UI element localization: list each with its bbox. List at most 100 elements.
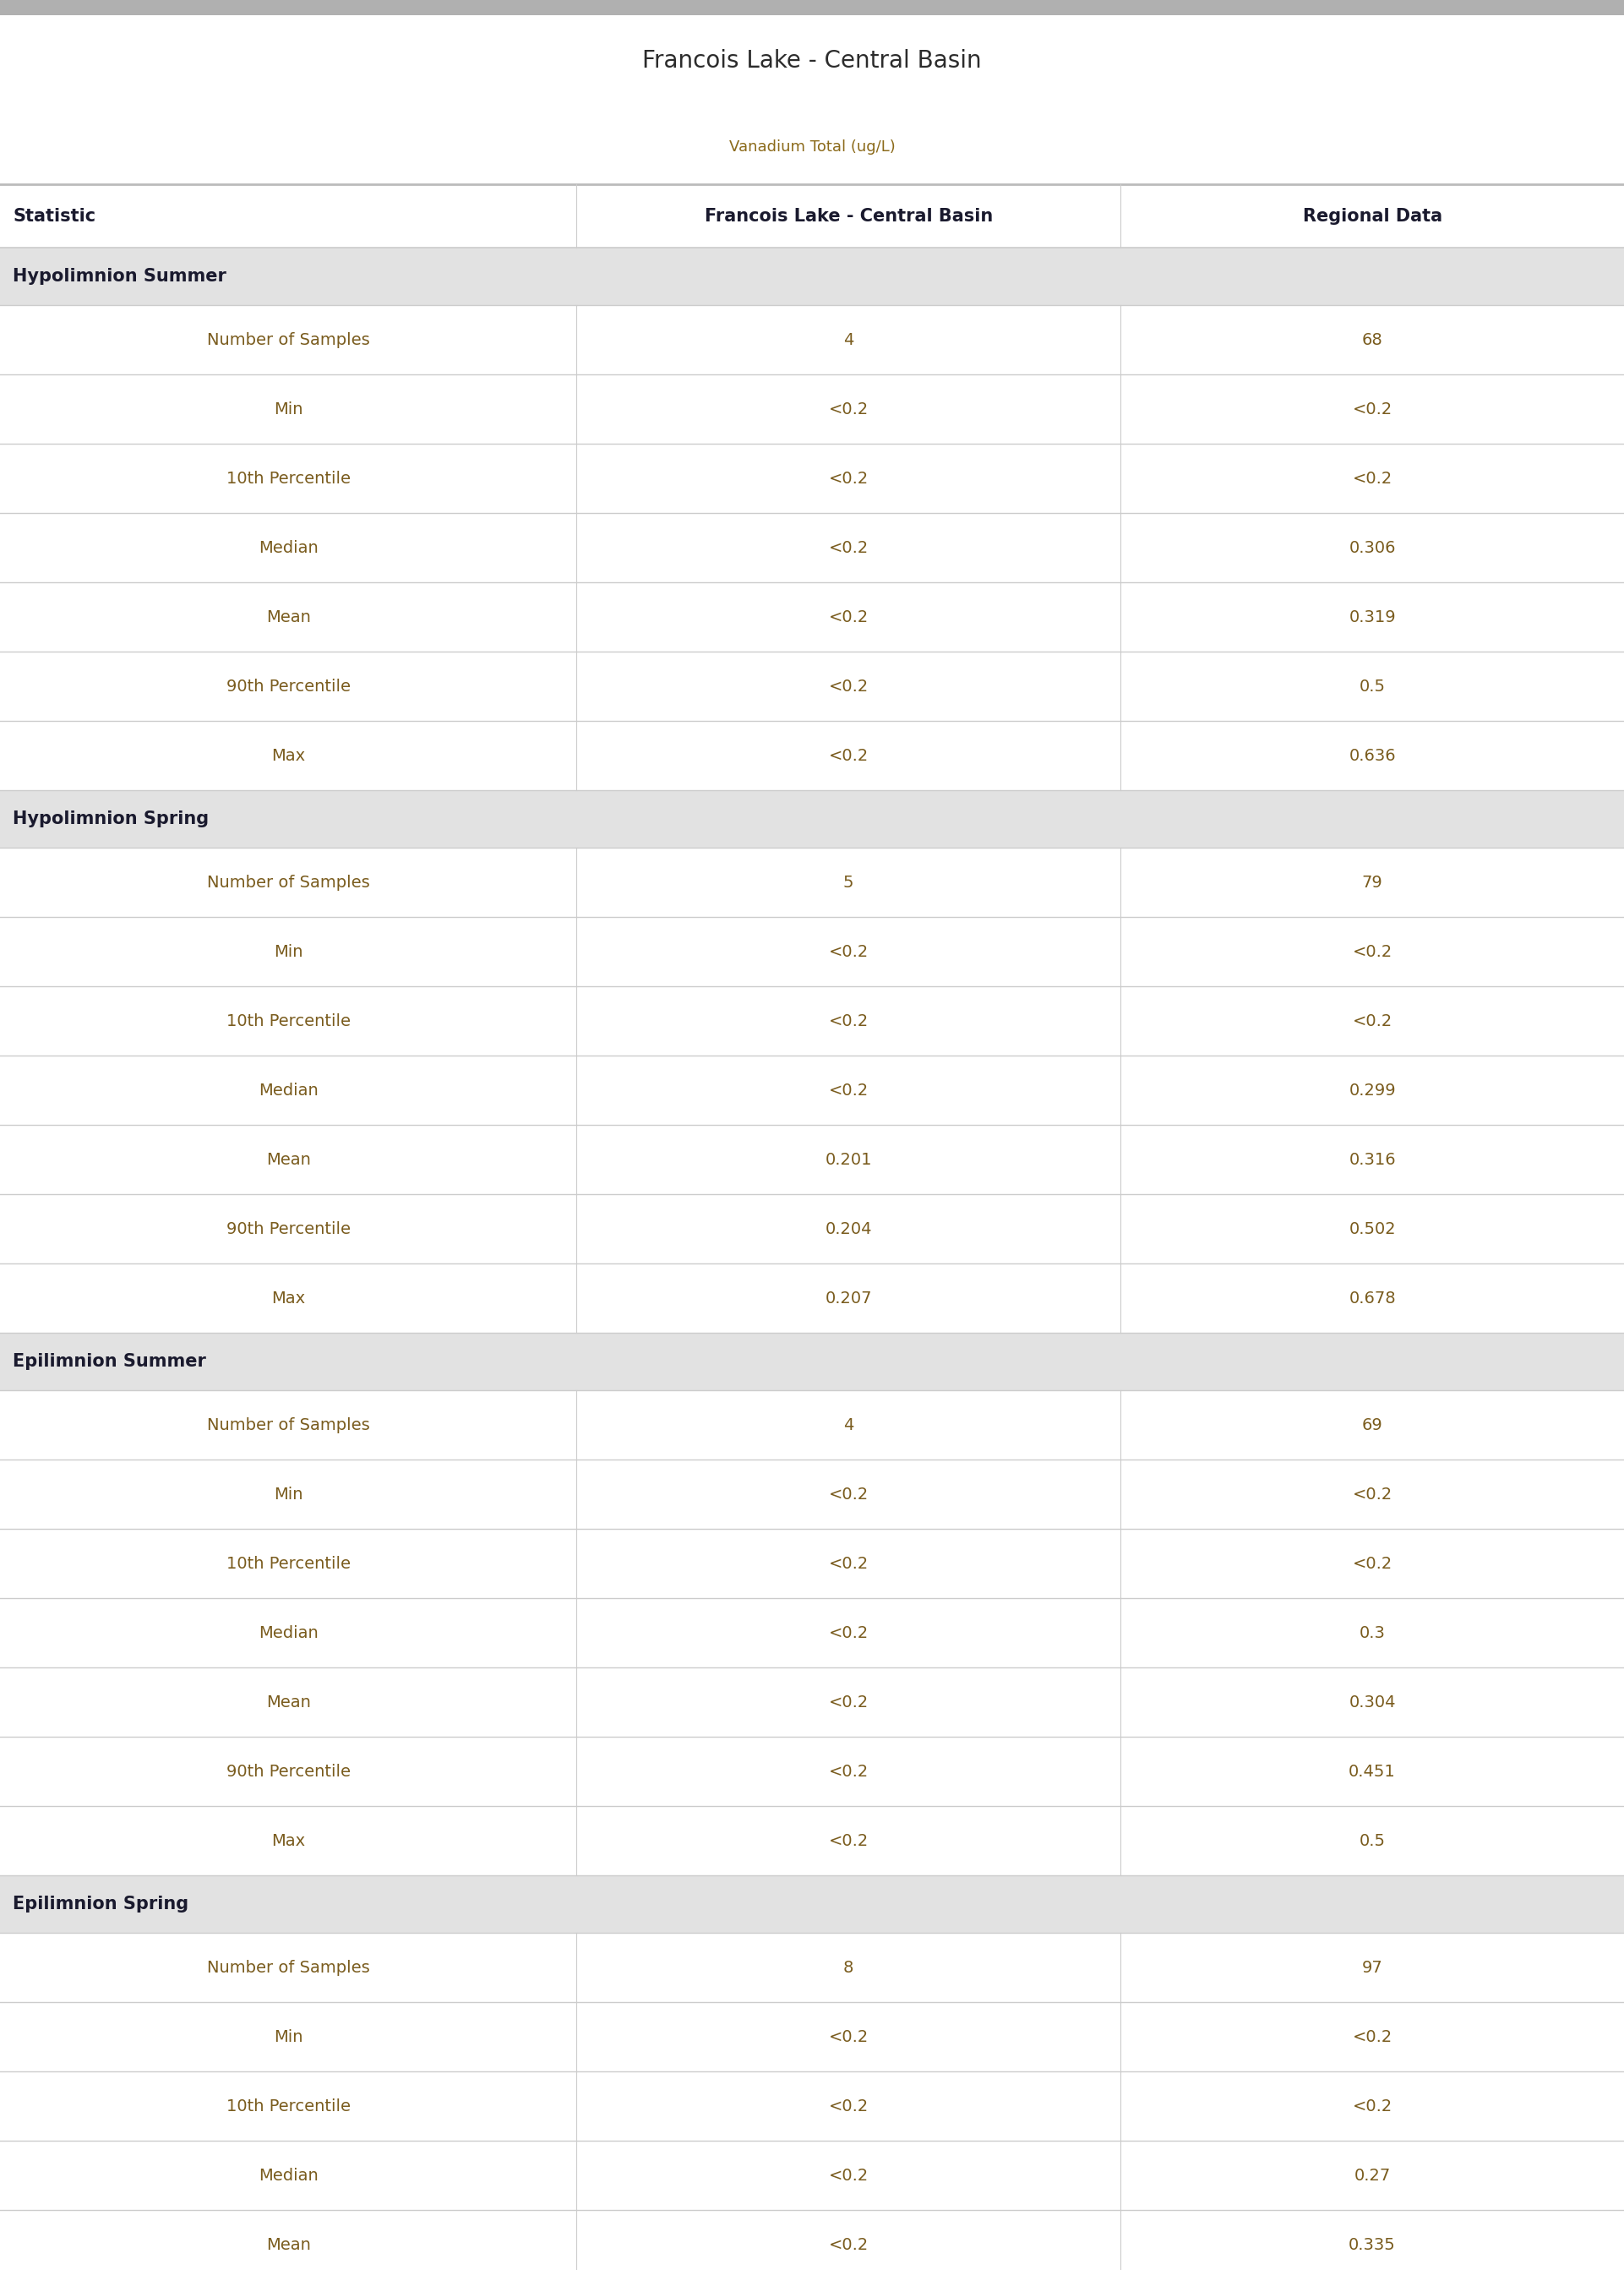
Text: <0.2: <0.2: [828, 1625, 869, 1641]
Text: 10th Percentile: 10th Percentile: [226, 2097, 351, 2113]
Bar: [0, 16, 1624, 116]
Text: Regional Data: Regional Data: [1302, 207, 1442, 225]
Bar: [0, 917, 1624, 985]
Bar: [0, 1807, 1624, 1875]
Text: Mean: Mean: [266, 608, 310, 624]
Bar: [0, 2141, 1624, 2211]
Text: Number of Samples: Number of Samples: [206, 874, 370, 890]
Bar: [0, 2211, 1624, 2270]
Text: 0.304: 0.304: [1350, 1693, 1395, 1709]
Text: 10th Percentile: 10th Percentile: [226, 470, 351, 486]
Text: Mean: Mean: [266, 1151, 310, 1167]
Text: Francois Lake - Central Basin: Francois Lake - Central Basin: [705, 207, 992, 225]
Text: 0.335: 0.335: [1348, 2236, 1397, 2252]
Text: 0.299: 0.299: [1350, 1083, 1395, 1099]
Text: Hypolimnion Spring: Hypolimnion Spring: [13, 810, 209, 826]
Text: <0.2: <0.2: [828, 1764, 869, 1780]
Text: <0.2: <0.2: [828, 1012, 869, 1028]
Text: <0.2: <0.2: [828, 747, 869, 763]
Text: Epilimnion Summer: Epilimnion Summer: [13, 1353, 206, 1369]
Text: 4: 4: [843, 1416, 854, 1432]
Text: Epilimnion Spring: Epilimnion Spring: [13, 1895, 188, 1914]
Text: 90th Percentile: 90th Percentile: [226, 1221, 351, 1237]
Text: Mean: Mean: [266, 2236, 310, 2252]
Text: 90th Percentile: 90th Percentile: [226, 1764, 351, 1780]
Text: <0.2: <0.2: [828, 1693, 869, 1709]
Bar: [0, 722, 1624, 790]
Bar: [0, 1056, 1624, 1126]
Text: Francois Lake - Central Basin: Francois Lake - Central Basin: [643, 50, 981, 73]
Text: <0.2: <0.2: [828, 1487, 869, 1503]
Text: <0.2: <0.2: [1353, 470, 1392, 486]
Text: <0.2: <0.2: [828, 2168, 869, 2184]
Bar: [0, 247, 1624, 304]
Bar: [0, 1126, 1624, 1194]
Text: 79: 79: [1363, 874, 1382, 890]
Text: Mean: Mean: [266, 1693, 310, 1709]
Text: <0.2: <0.2: [1353, 1012, 1392, 1028]
Bar: [0, 1528, 1624, 1598]
Bar: [0, 790, 1624, 847]
Bar: [0, 1598, 1624, 1668]
Text: <0.2: <0.2: [1353, 1487, 1392, 1503]
Text: <0.2: <0.2: [828, 1083, 869, 1099]
Text: Max: Max: [271, 747, 305, 763]
Bar: [0, 1460, 1624, 1528]
Text: Min: Min: [274, 2029, 302, 2045]
Text: <0.2: <0.2: [828, 402, 869, 418]
Text: <0.2: <0.2: [828, 2029, 869, 2045]
Text: Vanadium Total (ug/L): Vanadium Total (ug/L): [729, 138, 895, 154]
Text: Min: Min: [274, 402, 302, 418]
Text: 10th Percentile: 10th Percentile: [226, 1555, 351, 1571]
Text: Median: Median: [258, 1625, 318, 1641]
Text: 0.306: 0.306: [1350, 540, 1395, 556]
Text: 0.316: 0.316: [1350, 1151, 1395, 1167]
Bar: [0, 1668, 1624, 1737]
Text: 0.636: 0.636: [1350, 747, 1395, 763]
Text: Min: Min: [274, 944, 302, 960]
Text: Median: Median: [258, 540, 318, 556]
Text: 0.5: 0.5: [1359, 679, 1385, 695]
Text: 5: 5: [843, 874, 854, 890]
Text: <0.2: <0.2: [828, 470, 869, 486]
Text: Median: Median: [258, 2168, 318, 2184]
Text: 0.3: 0.3: [1359, 1625, 1385, 1641]
Text: <0.2: <0.2: [828, 944, 869, 960]
Text: 90th Percentile: 90th Percentile: [226, 679, 351, 695]
Text: <0.2: <0.2: [828, 679, 869, 695]
Text: 0.451: 0.451: [1348, 1764, 1397, 1780]
Text: 0.207: 0.207: [825, 1289, 872, 1305]
Bar: [0, 847, 1624, 917]
Bar: [0, 1264, 1624, 1332]
Bar: [0, 2073, 1624, 2141]
Text: <0.2: <0.2: [828, 608, 869, 624]
Bar: [0, 1194, 1624, 1264]
Text: 97: 97: [1363, 1959, 1382, 1975]
Text: <0.2: <0.2: [828, 540, 869, 556]
Text: 8: 8: [843, 1959, 854, 1975]
Text: <0.2: <0.2: [1353, 402, 1392, 418]
Bar: [0, 1389, 1624, 1460]
Text: 0.678: 0.678: [1350, 1289, 1395, 1305]
Text: 4: 4: [843, 331, 854, 347]
Text: <0.2: <0.2: [1353, 2029, 1392, 2045]
Text: Number of Samples: Number of Samples: [206, 1959, 370, 1975]
Text: Max: Max: [271, 1289, 305, 1305]
Text: <0.2: <0.2: [1353, 1555, 1392, 1571]
Text: Number of Samples: Number of Samples: [206, 331, 370, 347]
Text: <0.2: <0.2: [828, 1555, 869, 1571]
Bar: [0, 1875, 1624, 1932]
Bar: [0, 116, 1624, 184]
Text: <0.2: <0.2: [828, 2236, 869, 2252]
Bar: [0, 583, 1624, 651]
Bar: [0, 651, 1624, 722]
Text: Hypolimnion Summer: Hypolimnion Summer: [13, 268, 227, 284]
Bar: [0, 1737, 1624, 1807]
Bar: [0, 443, 1624, 513]
Text: Median: Median: [258, 1083, 318, 1099]
Text: <0.2: <0.2: [1353, 944, 1392, 960]
Bar: [0, 1932, 1624, 2002]
Text: 0.204: 0.204: [825, 1221, 872, 1237]
Text: <0.2: <0.2: [828, 2097, 869, 2113]
Text: 68: 68: [1363, 331, 1382, 347]
